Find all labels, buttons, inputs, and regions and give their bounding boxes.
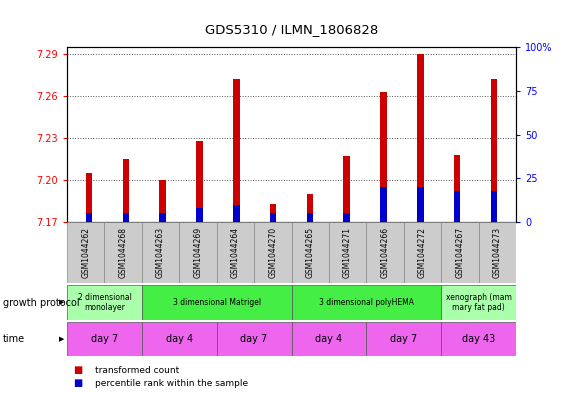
Text: GSM1044268: GSM1044268 xyxy=(119,227,128,278)
Text: GSM1044265: GSM1044265 xyxy=(305,227,315,278)
Bar xyxy=(254,222,292,283)
Bar xyxy=(366,222,403,283)
Bar xyxy=(380,187,387,222)
Text: GSM1044272: GSM1044272 xyxy=(418,227,427,278)
Text: transformed count: transformed count xyxy=(95,366,180,375)
Text: time: time xyxy=(3,334,25,344)
Bar xyxy=(307,213,313,222)
Bar xyxy=(142,285,292,320)
Bar xyxy=(490,79,497,222)
Bar xyxy=(329,222,366,283)
Text: 3 dimensional Matrigel: 3 dimensional Matrigel xyxy=(173,298,261,307)
Text: growth protocol: growth protocol xyxy=(3,298,79,308)
Bar xyxy=(441,285,516,320)
Bar xyxy=(380,92,387,222)
Bar xyxy=(142,322,217,356)
Text: day 4: day 4 xyxy=(166,334,193,344)
Bar xyxy=(142,222,180,283)
Bar xyxy=(417,187,424,222)
Text: GSM1044270: GSM1044270 xyxy=(268,227,278,278)
Bar xyxy=(343,156,350,222)
Text: 3 dimensional polyHEMA: 3 dimensional polyHEMA xyxy=(319,298,414,307)
Text: ■: ■ xyxy=(73,378,82,388)
Text: 2 dimensional
monolayer: 2 dimensional monolayer xyxy=(78,293,131,312)
Bar xyxy=(366,322,441,356)
Bar xyxy=(403,222,441,283)
Bar xyxy=(292,322,366,356)
Text: day 43: day 43 xyxy=(462,334,495,344)
Bar xyxy=(196,208,203,222)
Bar xyxy=(86,213,93,222)
Bar xyxy=(417,54,424,222)
Text: GSM1044266: GSM1044266 xyxy=(381,227,389,278)
Bar xyxy=(441,222,479,283)
Bar xyxy=(159,180,166,222)
Text: GSM1044271: GSM1044271 xyxy=(343,227,352,278)
Text: GDS5310 / ILMN_1806828: GDS5310 / ILMN_1806828 xyxy=(205,23,378,36)
Text: GSM1044264: GSM1044264 xyxy=(231,227,240,278)
Bar xyxy=(270,213,276,222)
Bar xyxy=(307,194,313,222)
Bar xyxy=(233,204,240,222)
Bar xyxy=(454,155,461,222)
Bar xyxy=(233,79,240,222)
Bar xyxy=(67,285,142,320)
Bar xyxy=(104,222,142,283)
Bar xyxy=(454,191,461,222)
Text: day 7: day 7 xyxy=(91,334,118,344)
Bar xyxy=(270,204,276,222)
Text: GSM1044267: GSM1044267 xyxy=(455,227,464,278)
Bar xyxy=(122,213,129,222)
Bar xyxy=(343,213,350,222)
Text: day 4: day 4 xyxy=(315,334,342,344)
Bar xyxy=(292,222,329,283)
Bar xyxy=(67,222,104,283)
Bar xyxy=(490,191,497,222)
Bar xyxy=(217,322,292,356)
Text: GSM1044273: GSM1044273 xyxy=(493,227,502,278)
Bar xyxy=(179,222,217,283)
Bar xyxy=(479,222,516,283)
Text: GSM1044269: GSM1044269 xyxy=(194,227,202,278)
Bar xyxy=(217,222,254,283)
Text: day 7: day 7 xyxy=(390,334,417,344)
Text: ▶: ▶ xyxy=(58,299,64,306)
Text: GSM1044263: GSM1044263 xyxy=(156,227,165,278)
Bar xyxy=(441,322,516,356)
Text: day 7: day 7 xyxy=(240,334,268,344)
Text: xenograph (mam
mary fat pad): xenograph (mam mary fat pad) xyxy=(445,293,511,312)
Bar xyxy=(292,285,441,320)
Bar xyxy=(86,173,93,222)
Bar xyxy=(122,159,129,222)
Bar xyxy=(67,322,142,356)
Text: percentile rank within the sample: percentile rank within the sample xyxy=(95,379,248,387)
Text: ▶: ▶ xyxy=(58,336,64,342)
Bar xyxy=(159,213,166,222)
Bar xyxy=(196,141,203,222)
Text: ■: ■ xyxy=(73,365,82,375)
Text: GSM1044262: GSM1044262 xyxy=(81,227,90,278)
